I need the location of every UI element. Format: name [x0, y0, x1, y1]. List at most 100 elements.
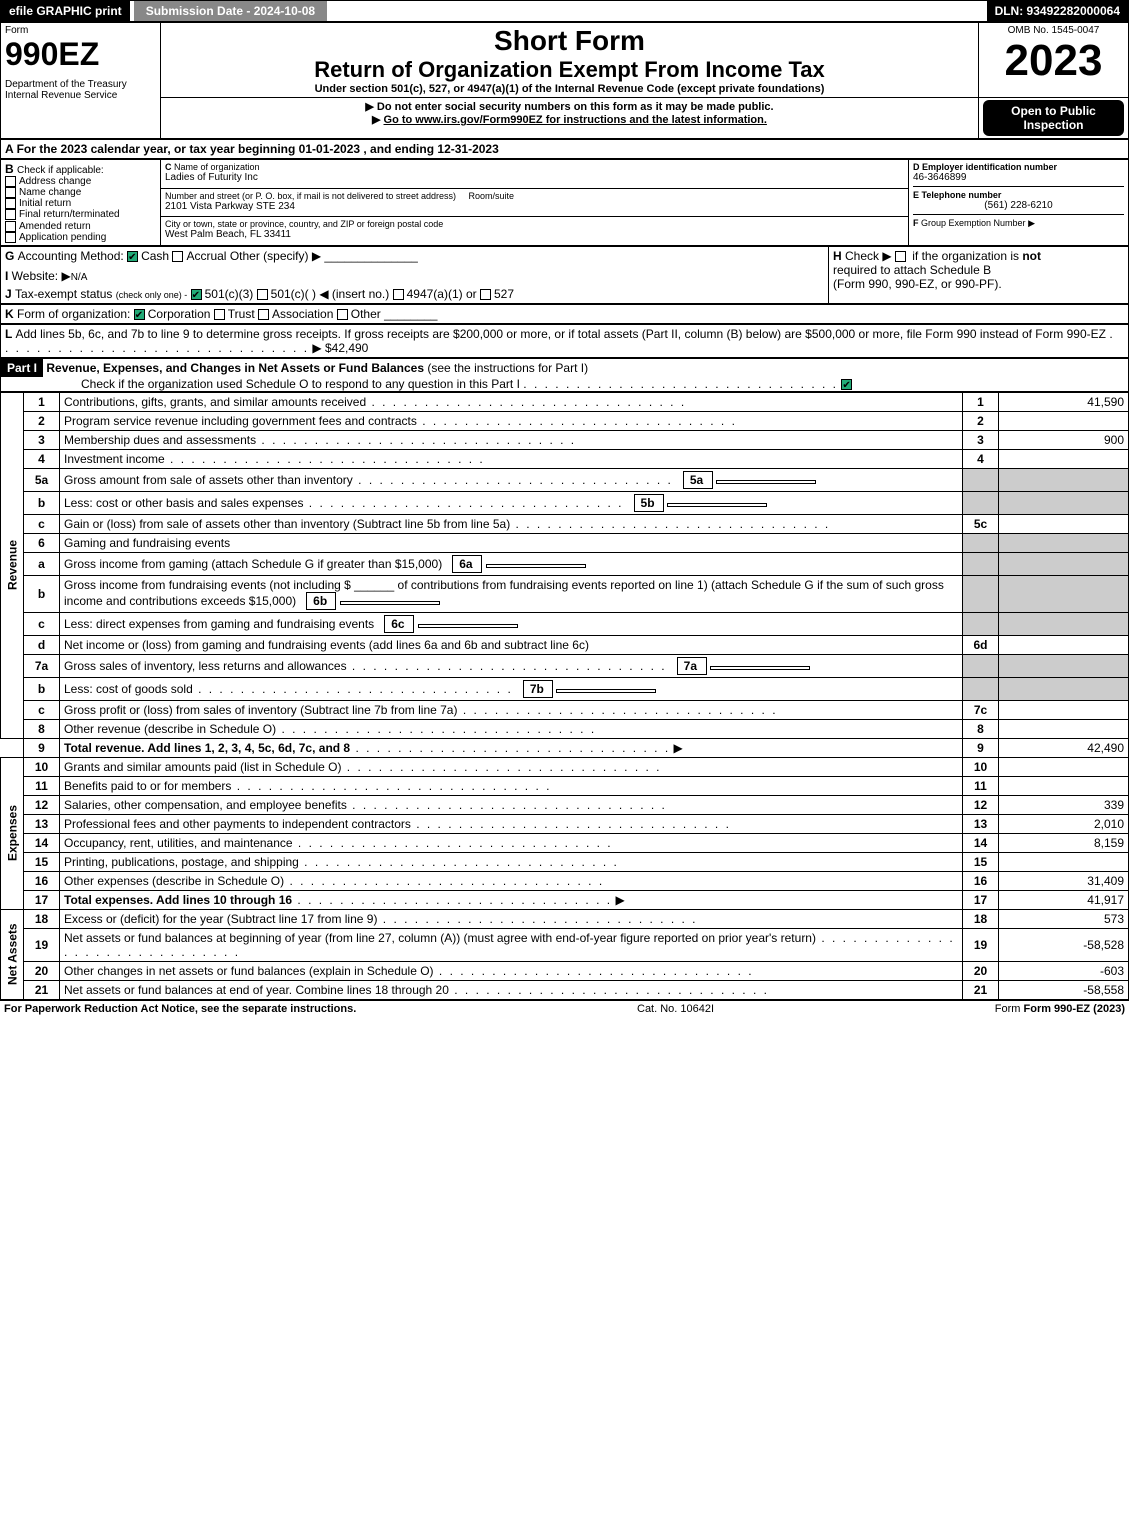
line-7a-ln-grey [963, 654, 999, 677]
line-10-ln: 10 [963, 757, 999, 776]
line-10-row: Expenses 10 Grants and similar amounts p… [1, 757, 1129, 776]
line-17-desc: Total expenses. Add lines 10 through 16 … [60, 890, 963, 909]
line-16-row: 16 Other expenses (describe in Schedule … [1, 871, 1129, 890]
line-5c-amt [999, 514, 1129, 533]
section-b: B Check if applicable: Address change Na… [1, 160, 161, 246]
other-method-label: Other (specify) ▶ [230, 249, 321, 263]
line-6-row: 6 Gaming and fundraising events [1, 533, 1129, 552]
line-19-row: 19 Net assets or fund balances at beginn… [1, 928, 1129, 961]
name-change-checkbox[interactable] [5, 187, 16, 198]
goto-link-text[interactable]: Go to www.irs.gov/Form990EZ for instruct… [384, 114, 767, 126]
initial-return-label: Initial return [19, 198, 71, 209]
other-org-checkbox[interactable] [337, 309, 348, 320]
line-17-amt: 41,917 [999, 890, 1129, 909]
line-8-amt [999, 719, 1129, 738]
footer-right: Form Form 990-EZ (2023) [995, 1003, 1125, 1015]
line-13-no: 13 [24, 814, 60, 833]
line-14-desc: Occupancy, rent, utilities, and maintena… [60, 833, 963, 852]
line-2-desc: Program service revenue including govern… [60, 411, 963, 430]
dept-treasury: Department of the Treasury [5, 79, 156, 90]
page-footer: For Paperwork Reduction Act Notice, see … [0, 1000, 1129, 1017]
line-21-ln: 21 [963, 980, 999, 999]
l-amount: 42,490 [332, 341, 369, 355]
final-return-checkbox[interactable] [5, 209, 16, 220]
line-18-ln: 18 [963, 909, 999, 928]
line-5a-desc: Gross amount from sale of assets other t… [60, 468, 963, 491]
corporation-checkbox[interactable] [134, 309, 145, 320]
line-3-amt: 900 [999, 430, 1129, 449]
website-value: N/A [71, 272, 88, 283]
schedule-o-checkbox[interactable] [841, 379, 852, 390]
address-change-label: Address change [19, 176, 91, 187]
b-label: Check if applicable: [17, 165, 104, 176]
g-label: Accounting Method: [18, 249, 124, 263]
line-11-no: 11 [24, 776, 60, 795]
line-6b-desc: Gross income from fundraising events (no… [60, 575, 963, 612]
trust-label: Trust [228, 307, 255, 321]
association-checkbox[interactable] [258, 309, 269, 320]
line-6a-desc: Gross income from gaming (attach Schedul… [60, 552, 963, 575]
527-checkbox[interactable] [480, 289, 491, 300]
amended-return-checkbox[interactable] [5, 221, 16, 232]
line-20-desc: Other changes in net assets or fund bala… [60, 961, 963, 980]
trust-checkbox[interactable] [214, 309, 225, 320]
line-13-amt: 2,010 [999, 814, 1129, 833]
line-10-amt [999, 757, 1129, 776]
line-12-ln: 12 [963, 795, 999, 814]
line-18-desc: Excess or (deficit) for the year (Subtra… [60, 909, 963, 928]
line-2-amt [999, 411, 1129, 430]
line-a-text: For the 2023 calendar year, or tax year … [17, 142, 499, 156]
initial-return-checkbox[interactable] [5, 198, 16, 209]
street-value: 2101 Vista Parkway STE 234 [165, 201, 904, 212]
line-19-ln: 19 [963, 928, 999, 961]
501c-checkbox[interactable] [257, 289, 268, 300]
section-d-e-f: D Employer identification number 46-3646… [909, 160, 1129, 246]
part-i-header-row: Part I Revenue, Expenses, and Changes in… [0, 358, 1129, 392]
goto-link[interactable]: Go to www.irs.gov/Form990EZ for instruct… [165, 113, 974, 126]
line-7b-sub: 7b [523, 680, 553, 698]
501c3-label: 501(c)(3) [205, 287, 254, 301]
application-pending-checkbox[interactable] [5, 232, 16, 243]
line-5c-no: c [24, 514, 60, 533]
line-5b-ln-grey [963, 491, 999, 514]
line-5a-no: 5a [24, 468, 60, 491]
line-7a-row: 7a Gross sales of inventory, less return… [1, 654, 1129, 677]
line-9-desc: Total revenue. Add lines 1, 2, 3, 4, 5c,… [60, 738, 963, 757]
line-6c-subamt [418, 624, 518, 628]
line-2-no: 2 [24, 411, 60, 430]
c-name-label: Name of organization [174, 162, 260, 172]
section-l: L Add lines 5b, 6c, and 7b to line 9 to … [0, 324, 1129, 358]
line-19-amt: -58,528 [999, 928, 1129, 961]
501c3-checkbox[interactable] [191, 289, 202, 300]
form-header-table: Form 990EZ Department of the Treasury In… [0, 22, 1129, 139]
section-c-street: Number and street (or P. O. box, if mail… [161, 188, 909, 217]
line-4-amt [999, 449, 1129, 468]
line-21-desc: Net assets or fund balances at end of ye… [60, 980, 963, 999]
section-g: G Accounting Method: Cash Accrual Other … [1, 246, 829, 303]
h-checkbox[interactable] [895, 251, 906, 262]
line-1-amt: 41,590 [999, 392, 1129, 411]
4947-checkbox[interactable] [393, 289, 404, 300]
section-c-name: C Name of organization Ladies of Futurit… [161, 160, 909, 189]
open-public-badge: Open to Public Inspection [983, 100, 1124, 136]
line-4-desc: Investment income [60, 449, 963, 468]
line-6d-row: d Net income or (loss) from gaming and f… [1, 635, 1129, 654]
line-15-desc: Printing, publications, postage, and shi… [60, 852, 963, 871]
omb-number: OMB No. 1545-0047 [983, 25, 1124, 36]
line-20-amt: -603 [999, 961, 1129, 980]
accrual-checkbox[interactable] [172, 251, 183, 262]
line-13-ln: 13 [963, 814, 999, 833]
line-7b-amt-grey [999, 677, 1129, 700]
line-4-no: 4 [24, 449, 60, 468]
ein-value: 46-3646899 [913, 172, 1124, 183]
line-16-amt: 31,409 [999, 871, 1129, 890]
line-6b-row: b Gross income from fundraising events (… [1, 575, 1129, 612]
j-sub: (check only one) - [116, 290, 188, 300]
l-text: Add lines 5b, 6c, and 7b to line 9 to de… [15, 327, 1106, 341]
efile-print-label[interactable]: efile GRAPHIC print [1, 1, 130, 21]
line-13-desc: Professional fees and other payments to … [60, 814, 963, 833]
section-c-city: City or town, state or province, country… [161, 217, 909, 246]
527-label: 527 [494, 287, 514, 301]
cash-checkbox[interactable] [127, 251, 138, 262]
address-change-checkbox[interactable] [5, 176, 16, 187]
